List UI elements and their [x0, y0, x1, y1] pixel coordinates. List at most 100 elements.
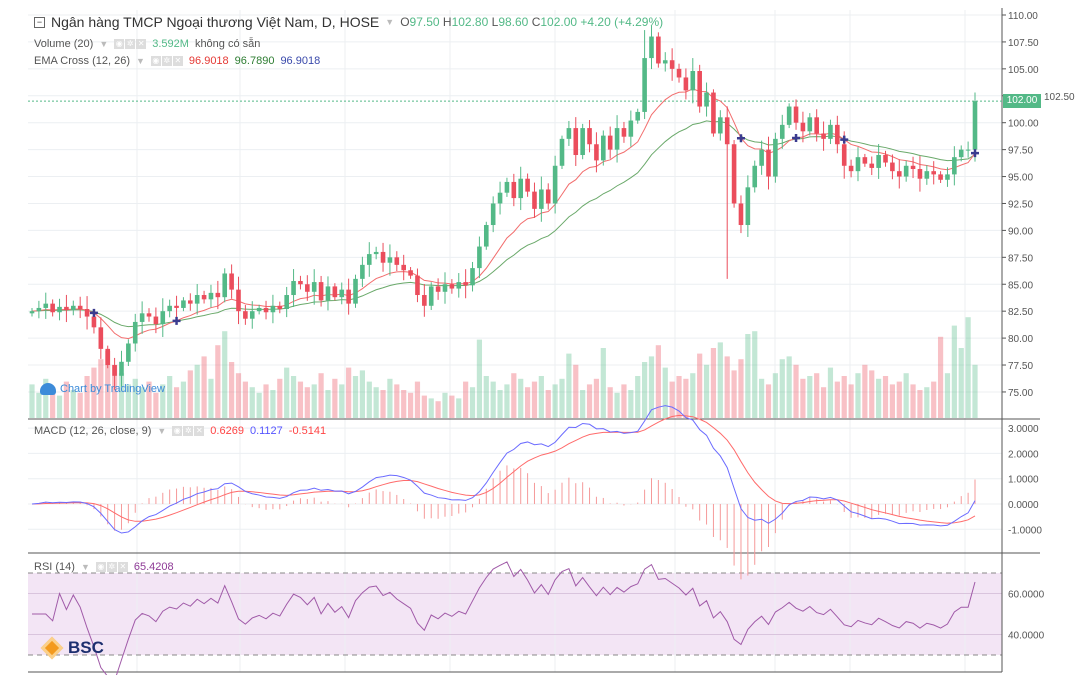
ema-cross-marker-icon: [792, 133, 801, 142]
candle: [208, 292, 214, 300]
volume-bar: [380, 390, 386, 418]
macd-label[interactable]: MACD (12, 26, close, 9): [34, 425, 152, 437]
volume-bar: [222, 331, 228, 418]
volume-bar: [229, 362, 235, 418]
ema-label[interactable]: EMA Cross (12, 26): [34, 55, 130, 67]
candle: [821, 133, 826, 139]
rsi-legend: RSI (14) ▼ ◉ ✲ ✕ 65.4208: [34, 561, 174, 573]
volume-label[interactable]: Volume (20): [34, 38, 94, 50]
volume-bar: [710, 348, 717, 418]
volume-bar: [642, 362, 648, 418]
close-icon[interactable]: ✕: [194, 426, 205, 436]
candle: [160, 311, 166, 325]
volume-bar: [876, 378, 882, 418]
volume-bar: [951, 325, 957, 418]
volume-bar: [449, 395, 455, 418]
volume-bar: [690, 373, 696, 418]
candle: [112, 365, 117, 376]
volume-bar: [827, 367, 834, 418]
price-tick-label: 102.50: [1044, 92, 1075, 103]
eye-icon[interactable]: ◉: [114, 39, 125, 49]
volume-bar: [311, 384, 317, 418]
tradingview-watermark[interactable]: Chart by TradingView: [40, 383, 165, 395]
candle: [201, 295, 207, 300]
rsi-label[interactable]: RSI (14): [34, 561, 75, 573]
candle: [229, 273, 234, 290]
eye-icon[interactable]: ◉: [172, 426, 183, 436]
volume-bar: [965, 317, 971, 418]
candle: [828, 124, 833, 139]
candle: [793, 106, 799, 123]
candle: [566, 128, 572, 139]
macd-tick-label: -1.0000: [1008, 525, 1042, 536]
volume-bar: [428, 398, 434, 418]
candle: [277, 305, 283, 310]
price-tick-label: 97.50: [1008, 146, 1033, 157]
chevron-down-icon[interactable]: ▼: [385, 17, 395, 27]
ema-fast-line: [31, 88, 976, 340]
candle: [752, 165, 758, 188]
close-icon[interactable]: ✕: [172, 56, 183, 66]
volume-bar: [153, 392, 159, 418]
volume-bar: [50, 387, 56, 418]
close-icon[interactable]: ✕: [136, 39, 147, 49]
chevron-down-icon[interactable]: ▼: [157, 426, 167, 436]
candle: [497, 192, 503, 204]
volume-bar: [511, 373, 517, 418]
macd-tick-label: 3.0000: [1008, 424, 1039, 435]
volume-bar: [435, 401, 441, 418]
candle: [965, 149, 971, 151]
candle: [167, 305, 172, 312]
symbol-title[interactable]: Ngân hàng TMCP Ngoại thương Việt Nam, D,…: [51, 14, 380, 30]
candle: [662, 60, 668, 64]
volume-bar: [703, 364, 710, 418]
close-icon[interactable]: ✕: [117, 562, 128, 572]
candle: [731, 144, 737, 204]
candle: [745, 187, 751, 226]
volume-bar: [862, 364, 868, 418]
volume-bar: [848, 384, 854, 418]
volume-bar: [552, 384, 558, 418]
candle: [869, 163, 875, 168]
candle: [580, 128, 585, 156]
candle: [835, 124, 840, 145]
volume-bar: [359, 370, 365, 418]
candle: [36, 307, 42, 312]
close-label: C: [531, 15, 541, 29]
candle: [50, 303, 55, 313]
gear-icon[interactable]: ✲: [106, 562, 117, 572]
candle: [883, 155, 888, 163]
eye-icon[interactable]: ◉: [150, 56, 161, 66]
candle: [29, 311, 35, 314]
candle: [945, 174, 950, 180]
chevron-down-icon[interactable]: ▼: [135, 56, 145, 66]
volume-bar: [814, 373, 820, 418]
volume-bar: [717, 342, 723, 418]
candle: [814, 117, 819, 134]
volume-bar: [263, 384, 269, 418]
candle: [711, 92, 716, 134]
volume-bar: [387, 378, 393, 418]
gear-icon[interactable]: ✲: [183, 426, 194, 436]
candle: [119, 361, 124, 376]
candle: [174, 305, 179, 308]
volume-bar: [869, 370, 875, 418]
candle: [724, 117, 730, 145]
eye-icon[interactable]: ◉: [95, 562, 106, 572]
collapse-icon[interactable]: −: [34, 16, 45, 28]
price-tick-label: 92.50: [1008, 199, 1033, 210]
volume-bar: [676, 376, 682, 418]
volume-bar: [566, 353, 572, 418]
candle: [43, 303, 49, 308]
chevron-down-icon[interactable]: ▼: [99, 39, 109, 49]
candle: [621, 128, 627, 137]
ema-legend: EMA Cross (12, 26) ▼ ◉ ✲ ✕ 96.9018 96.7890 …: [34, 55, 320, 67]
candle: [532, 191, 537, 209]
gear-icon[interactable]: ✲: [161, 56, 172, 66]
gear-icon[interactable]: ✲: [125, 39, 136, 49]
bsc-diamond-icon: [40, 636, 64, 660]
candle: [539, 189, 544, 209]
candle: [607, 135, 613, 150]
chevron-down-icon[interactable]: ▼: [80, 562, 90, 572]
